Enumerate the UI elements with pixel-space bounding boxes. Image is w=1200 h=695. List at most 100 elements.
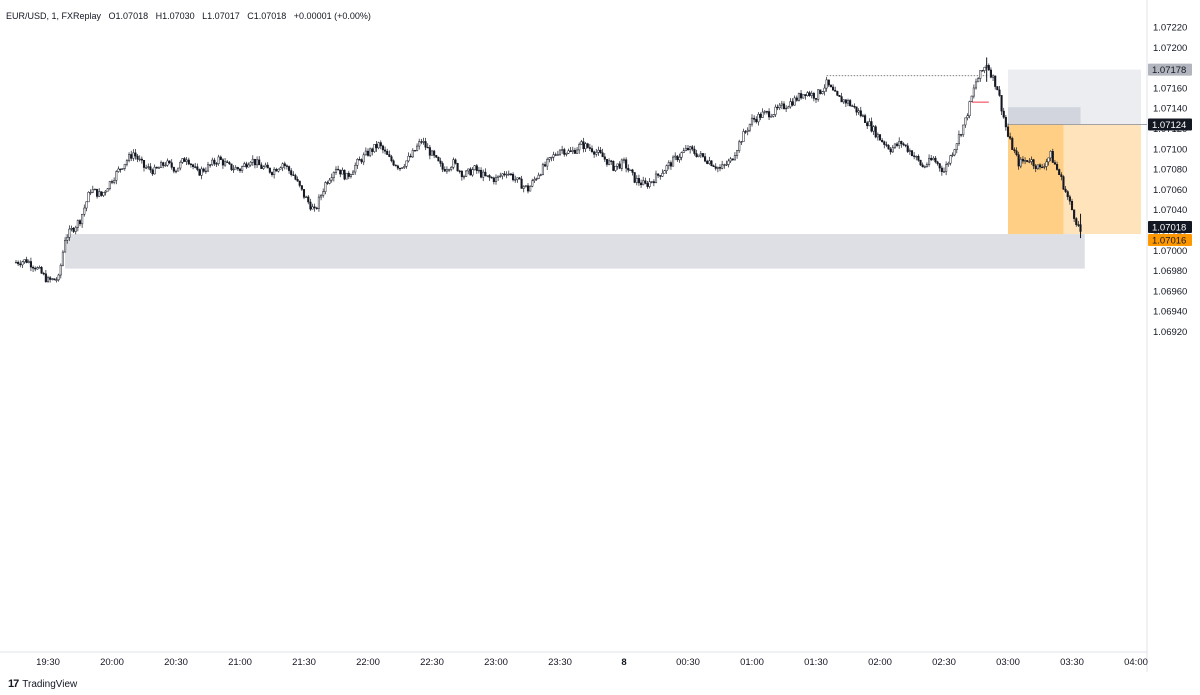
candle-body: [413, 150, 416, 152]
candle-body: [780, 103, 783, 106]
candle-body: [1011, 138, 1014, 150]
candle-body: [23, 259, 26, 263]
candles: [14, 63, 1082, 283]
candle-body: [136, 155, 139, 160]
candle-body: [994, 75, 997, 87]
candle-body: [689, 146, 692, 150]
candle-body: [369, 148, 372, 156]
candle-body: [1060, 174, 1063, 177]
candle-body: [947, 162, 950, 165]
candle-body: [797, 93, 800, 101]
candle-body: [381, 145, 384, 151]
y-tick-label: 1.07160: [1153, 83, 1187, 94]
candle-body: [746, 129, 749, 132]
candle-body: [358, 159, 361, 161]
candle-body: [518, 177, 521, 180]
candle-body: [979, 70, 982, 79]
candle-body: [334, 168, 338, 173]
candle-body: [537, 174, 540, 179]
candle-body: [925, 164, 928, 167]
candle-body: [763, 111, 766, 113]
candle-body: [642, 180, 645, 186]
candle-body: [439, 160, 442, 164]
candle-body: [934, 157, 937, 163]
candle-body: [285, 165, 288, 167]
candle-body: [851, 105, 854, 107]
candle-body: [484, 171, 487, 177]
candle-body: [337, 168, 340, 171]
candle-body: [533, 179, 536, 181]
candle-body: [558, 149, 562, 155]
candle-body: [1036, 164, 1039, 169]
candle-body: [695, 153, 698, 157]
candle-body: [556, 154, 559, 156]
candle-body: [548, 157, 551, 160]
candle-body: [785, 107, 788, 110]
candle-body: [812, 93, 815, 99]
candle-body: [298, 180, 301, 186]
candle-body: [290, 170, 293, 175]
candle-body: [147, 166, 150, 168]
price-chart[interactable]: 1.072201.072001.071801.071601.071401.071…: [0, 0, 1200, 672]
candle-body: [806, 92, 809, 96]
candle-body: [663, 170, 666, 174]
candle-body: [217, 156, 220, 164]
candle-body: [245, 163, 248, 168]
candle-body: [996, 86, 999, 91]
candle-body: [748, 123, 751, 131]
candle-body: [394, 164, 397, 167]
candle-body: [712, 165, 715, 167]
candle-body: [66, 237, 69, 241]
candle-body: [678, 156, 681, 161]
candle-body: [228, 162, 231, 165]
candle-body: [597, 149, 600, 153]
candle-body: [802, 94, 805, 99]
candle-body: [915, 155, 918, 158]
candle-body: [87, 192, 90, 203]
candle-body: [492, 177, 495, 183]
candle-body: [454, 159, 457, 164]
candle-body: [977, 78, 980, 83]
candle-body: [736, 150, 739, 156]
x-tick-label: 20:00: [100, 657, 124, 668]
candle-body: [838, 95, 841, 97]
candle-body: [477, 169, 480, 172]
x-tick-label: 23:00: [484, 657, 508, 668]
candle-body: [738, 141, 741, 152]
candle-body: [19, 263, 22, 266]
candle-body: [445, 169, 448, 172]
supply-block: [1008, 107, 1081, 125]
price-tag-label: 1.07178: [1152, 65, 1186, 76]
candle-body: [770, 116, 773, 118]
candle-body: [160, 162, 163, 168]
candle-body: [844, 99, 847, 104]
candle-body: [648, 181, 651, 187]
candle-body: [616, 163, 619, 167]
candle-body: [612, 161, 615, 171]
candle-body: [177, 167, 180, 172]
x-tick-label: 23:30: [548, 657, 572, 668]
candle-body: [110, 181, 114, 183]
candle-body: [172, 167, 175, 172]
candle-body: [800, 93, 803, 99]
candle-body: [964, 117, 967, 126]
candle-body: [40, 267, 43, 274]
candle-body: [887, 145, 890, 150]
candle-body: [151, 169, 154, 175]
candle-body: [1056, 164, 1059, 170]
candle-body: [426, 146, 429, 149]
candle-body: [706, 160, 709, 164]
candle-body: [61, 251, 64, 266]
candle-body: [140, 158, 143, 161]
candle-body: [452, 159, 455, 168]
candle-body: [1038, 164, 1042, 168]
candle-body: [53, 278, 56, 281]
candle-body: [25, 259, 28, 263]
candle-body: [974, 81, 978, 89]
candle-body: [520, 178, 523, 189]
candle-body: [234, 167, 237, 170]
candle-body: [1075, 218, 1078, 225]
candle-body: [618, 163, 621, 169]
candle-body: [676, 155, 679, 161]
candle-body: [128, 154, 131, 161]
